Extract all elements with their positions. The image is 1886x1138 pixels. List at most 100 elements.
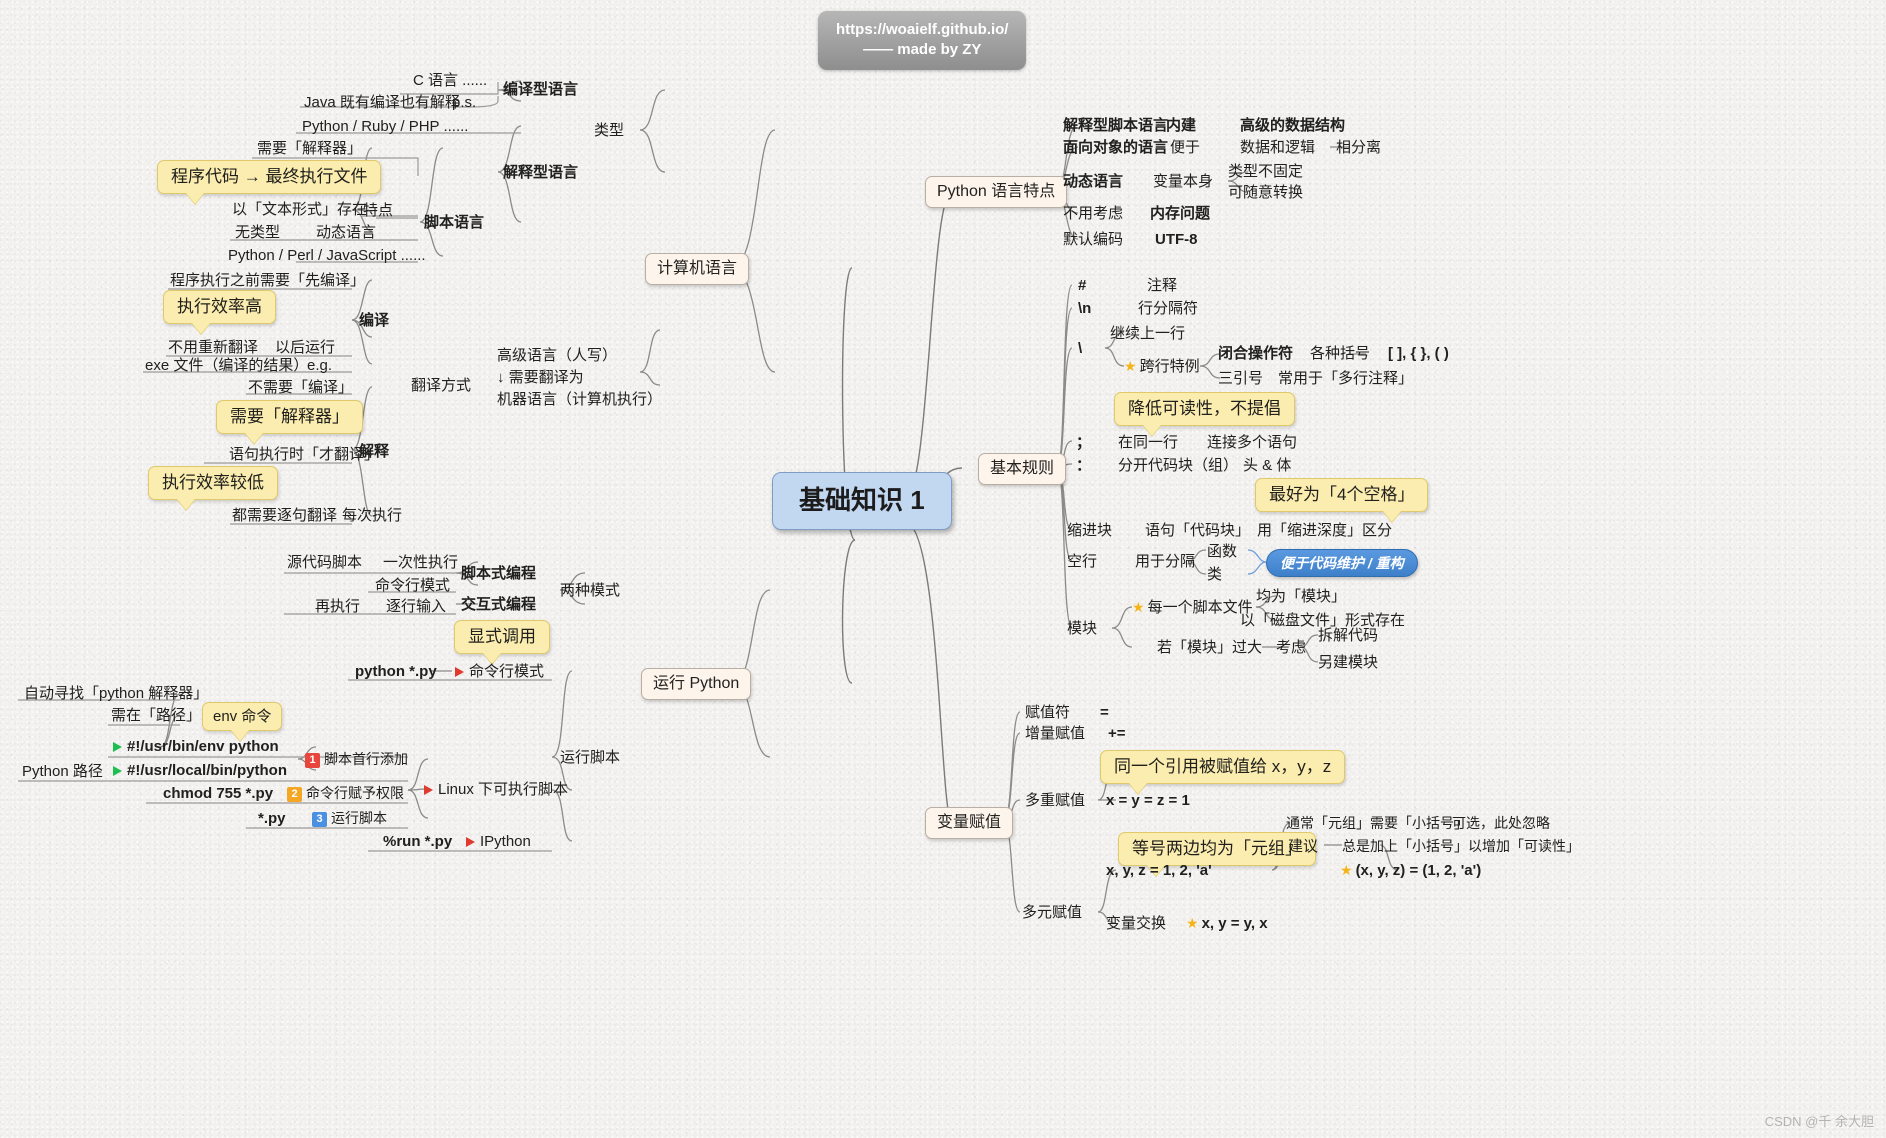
branch-python-features[interactable]: Python 语言特点 [925, 176, 1068, 209]
label-cmdline-mode: 命令行模式 [375, 577, 451, 594]
badge-1-icon: 1 [305, 753, 320, 768]
label-line-by-line: 都需要逐句翻译 [232, 507, 338, 524]
branch-var-assign[interactable]: 变量赋值 [925, 807, 1014, 840]
label-no-need-consider: 不用考虑 [1063, 205, 1124, 222]
label-cross-line-case: ★ 跨行特例 [1124, 358, 1200, 375]
label-join-statements: 连接多个语句 [1207, 434, 1298, 451]
callout-both-sides-tuple: 等号两边均为「元组」 [1118, 832, 1316, 866]
label-data-and-logic: 数据和逻辑 [1240, 139, 1316, 156]
label-ipython: IPython [466, 833, 531, 850]
label-python-path: Python 路径 [22, 763, 103, 780]
green-flag-icon [113, 742, 122, 752]
label-indent-block: 缩进块 [1067, 522, 1113, 539]
label-if-module-too-large: 若「模块」过大 [1157, 639, 1263, 656]
red-flag-icon [455, 667, 464, 677]
label-indent-depth: 用「缩进深度」区分 [1257, 522, 1393, 539]
label-variable-itself: 变量本身 [1153, 173, 1214, 190]
label-multivar-assign: 多元赋值 [1022, 904, 1083, 921]
label-advanced-data-structure: 高级的数据结构 [1240, 117, 1346, 134]
label-closing-operator: 闭合操作符 [1218, 345, 1294, 362]
watermark: https://woaielf.github.io/ —— made by ZY [818, 11, 1027, 70]
label-each-script-file: ★ 每一个脚本文件 [1132, 599, 1253, 616]
central-topic[interactable]: 基础知识 1 [772, 472, 952, 530]
label-split-code-block: 分开代码块（组） [1118, 457, 1239, 474]
label-no-compile-needed: 不需要「编译」 [248, 379, 354, 396]
label-builtin: 内建 [1166, 117, 1197, 134]
label-step3: 3 运行脚本 [312, 810, 387, 828]
callout-need-interpreter: 需要「解释器」 [216, 400, 363, 434]
label-plus-equals: += [1108, 725, 1126, 742]
label-eg: e.g. [307, 357, 333, 374]
label-reexec: 再执行 [315, 598, 361, 615]
green-flag-icon [113, 766, 122, 776]
label-assign-operator: 赋值符 [1025, 704, 1071, 721]
label-class: 类 [1207, 566, 1223, 583]
label-ps: p.s. [452, 94, 477, 111]
label-new-module: 另建模块 [1318, 654, 1379, 671]
label-linux-exec-script: Linux 下可执行脚本 [424, 781, 568, 798]
label-percent-run: %run *.py [383, 833, 453, 850]
label-c-language: C 语言 ...... [413, 72, 488, 89]
label-disk-file-form: 以「磁盘文件」形式存在 [1240, 612, 1406, 629]
star-icon: ★ [1340, 862, 1353, 878]
label-step2: 2 命令行赋予权限 [287, 785, 404, 803]
label-auto-find-interpreter: 自动寻找「python 解释器」 [24, 685, 209, 702]
branch-run-python[interactable]: 运行 Python [641, 668, 752, 701]
label-interpret: 解释 [359, 443, 390, 460]
label-default-encoding: 默认编码 [1063, 231, 1124, 248]
label-highlevel-1: 高级语言（人写） [497, 347, 618, 364]
label-blank-line: 空行 [1067, 553, 1098, 570]
label-function: 函数 [1207, 543, 1238, 560]
csdn-credit: CSDN @千 余大胆 [1764, 1114, 1874, 1129]
label-backslash: \ [1078, 340, 1083, 357]
label-script-language: 脚本语言 [424, 214, 485, 231]
red-flag-icon [424, 785, 433, 795]
label-head-and-body: 头 & 体 [1243, 457, 1292, 474]
label-statement-codeblock: 语句「代码块」 [1145, 522, 1251, 539]
label-compiled-language: 编译型语言 [503, 81, 579, 98]
label-triple-quote: 三引号 [1218, 370, 1264, 387]
label-each-run: 每次执行 [342, 507, 403, 524]
label-comment: 注释 [1147, 277, 1178, 294]
watermark-author: —— made by ZY [863, 41, 982, 59]
label-no-retranslate: 不用重新翻译 [168, 339, 259, 356]
label-interactive-programming: 交互式编程 [461, 596, 537, 613]
label-convenient-for: 便于 [1170, 139, 1201, 156]
label-newline-escape: \n [1078, 300, 1092, 317]
label-hash-symbol: # [1078, 277, 1087, 294]
label-step1: 1 脚本首行添加 [305, 751, 408, 769]
badge-2-icon: 2 [287, 787, 302, 802]
watermark-url: https://woaielf.github.io/ [836, 21, 1009, 38]
label-always-add-parens: 总是加上「小括号」以增加「可读性」 [1342, 838, 1580, 854]
label-suggestion: 建议 [1288, 838, 1319, 855]
label-types: 类型 [594, 122, 625, 139]
label-source-script: 源代码脚本 [287, 554, 363, 571]
label-no-type: 无类型 [235, 224, 281, 241]
label-often-used-for: 常用于「多行注释」 [1278, 370, 1414, 387]
label-need-interpreter: 需要「解释器」 [257, 140, 363, 157]
label-xyz-chain-assign: x = y = z = 1 [1106, 792, 1190, 809]
label-chmod: chmod 755 *.py [163, 785, 274, 802]
label-py-ruby-php: Python / Ruby / PHP ...... [302, 118, 469, 135]
label-oo-language: 面向对象的语言 [1063, 139, 1169, 156]
label-python-star-py: python *.py [355, 663, 437, 680]
label-features: 特点 [363, 202, 394, 219]
label-translate-method: 翻译方式 [411, 377, 472, 394]
label-exe-file: exe 文件（编译的结果） [145, 357, 309, 374]
label-bracket-symbols: [ ], { }, ( ) [1388, 345, 1449, 362]
label-multi-assign: 多重赋值 [1025, 792, 1086, 809]
branch-computer-language[interactable]: 计算机语言 [645, 253, 750, 286]
star-icon: ★ [1124, 358, 1137, 374]
label-line-input: 逐行输入 [386, 598, 447, 615]
red-flag-icon [466, 837, 475, 847]
label-precompile: 程序执行之前需要「先编译」 [170, 272, 366, 289]
label-cmdline-mode-2: 命令行模式 [455, 663, 544, 680]
label-assign-equals: = [1100, 704, 1109, 721]
callout-same-reference: 同一个引用被赋值给 x，y，z [1100, 750, 1346, 784]
label-java-note: Java 既有编译也有解释 [304, 94, 460, 111]
callout-four-spaces: 最好为「4个空格」 [1255, 478, 1429, 512]
label-all-are-modules: 均为「模块」 [1256, 588, 1347, 605]
bluepill-maintain-refactor[interactable]: 便于代码维护 / 重构 [1266, 549, 1418, 578]
callout-explicit-call: 显式调用 [454, 620, 550, 654]
branch-basic-rules[interactable]: 基本规则 [978, 453, 1067, 486]
